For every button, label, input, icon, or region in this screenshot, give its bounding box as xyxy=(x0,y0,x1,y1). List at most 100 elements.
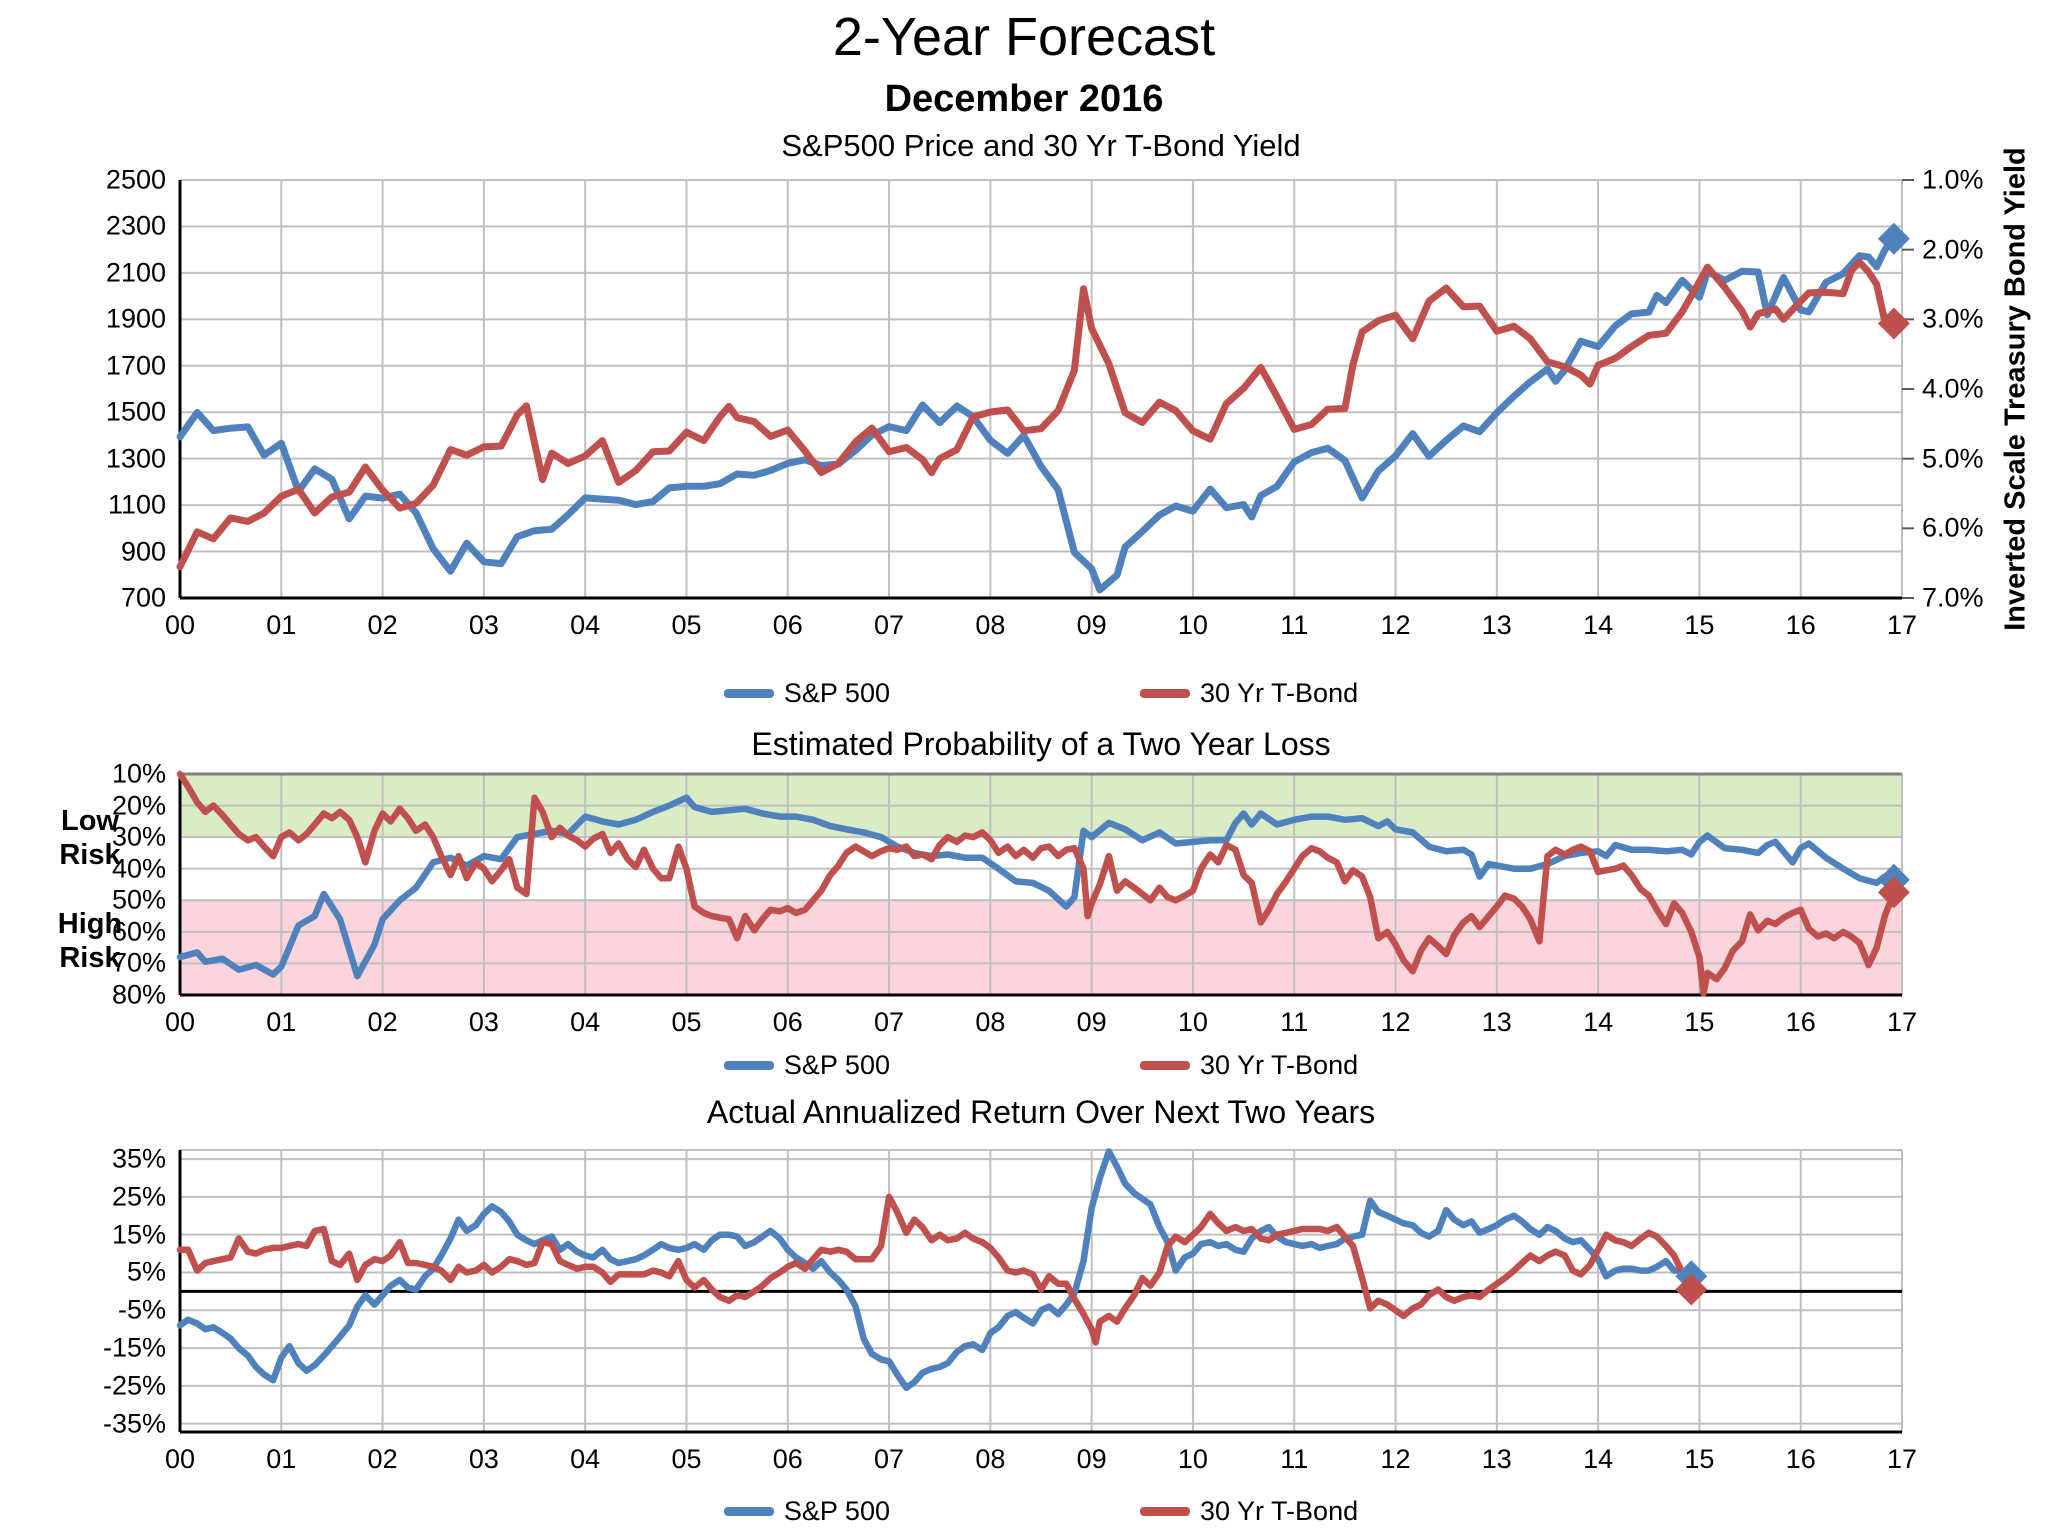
axis-tick-label: 16 xyxy=(1785,1007,1816,1037)
axis-tick-label: -15% xyxy=(102,1332,166,1363)
axis-tick-label: 1.0% xyxy=(1922,164,1984,195)
chart-title-price: S&P500 Price and 30 Yr T-Bond Yield xyxy=(781,128,1301,163)
axis-tick-label: 25% xyxy=(111,1181,166,1212)
legend-label: 30 Yr T-Bond xyxy=(1199,1496,1359,1526)
axis-tick-label: 50% xyxy=(111,884,166,915)
axis-tick-label: 12 xyxy=(1380,1007,1411,1037)
axis-tick-label: 2300 xyxy=(105,210,166,241)
axis-tick-label: 17 xyxy=(1886,610,1918,640)
axis-tick-label: 01 xyxy=(266,610,297,640)
axis-tick-label: 14 xyxy=(1583,610,1614,640)
axis-tick-label: 16 xyxy=(1785,1444,1816,1474)
page-title: 2-Year Forecast xyxy=(832,7,1216,67)
plot-area xyxy=(176,770,1910,997)
axis-tick-label: 05 xyxy=(671,1444,702,1474)
legend-item-tbond: 30 Yr T-Bond xyxy=(1139,1496,1359,1527)
axis-tick-label: 35% xyxy=(111,1143,166,1174)
axis-tick-label: 2100 xyxy=(105,257,166,288)
axis-tick-label: 02 xyxy=(367,1007,398,1037)
axis-tick-label: 6.0% xyxy=(1922,512,1984,543)
axis-tick-label: 06 xyxy=(772,1007,803,1037)
axis-tick-label: 80% xyxy=(111,979,166,1010)
axis-tick-label: 10 xyxy=(1177,1007,1208,1037)
legend-item-sp500: S&P 500 xyxy=(723,1496,890,1527)
axis-tick-label: 11 xyxy=(1280,610,1309,640)
axis-tick-label: 16 xyxy=(1785,610,1816,640)
axis-tick-label: 02 xyxy=(367,1444,398,1474)
axis-tick-label: 10 xyxy=(1177,610,1208,640)
axis-tick-label: 30% xyxy=(111,821,166,852)
axis-tick-label: 14 xyxy=(1583,1444,1614,1474)
tbond-line-swatch xyxy=(1139,1061,1190,1070)
sp500-line-swatch xyxy=(723,1507,774,1516)
axis-tick-label: 06 xyxy=(772,610,803,640)
end-marker-diamond xyxy=(1877,307,1910,340)
axis-tick-label: 07 xyxy=(874,1007,905,1037)
axis-tick-label: 1300 xyxy=(105,443,166,474)
axis-tick-label: -5% xyxy=(117,1294,166,1325)
plot-area xyxy=(176,179,1914,600)
sp500-line-swatch xyxy=(723,689,774,698)
axis-tick-label: 60% xyxy=(111,916,166,947)
axis-tick-label: 00 xyxy=(164,610,196,640)
tbond-line-swatch xyxy=(1139,689,1190,698)
axis-tick-label: 02 xyxy=(367,610,398,640)
axis-tick-label: 05 xyxy=(671,1007,702,1037)
axis-tick-label: 00 xyxy=(164,1007,196,1037)
series-line-tbond xyxy=(176,770,1898,997)
legend-label: 30 Yr T-Bond xyxy=(1199,678,1359,708)
axis-tick-label: 12 xyxy=(1380,1444,1411,1474)
axis-tick-label: 70% xyxy=(111,947,166,978)
end-marker-diamond xyxy=(1675,1273,1708,1306)
legend-label: S&P 500 xyxy=(783,678,890,708)
axis-tick-label: 15 xyxy=(1684,1007,1715,1037)
axis-tick-label: 05 xyxy=(671,610,702,640)
axis-tick-label: 700 xyxy=(120,582,166,613)
legend-item-sp500: S&P 500 xyxy=(723,1050,890,1081)
page-subtitle: December 2016 xyxy=(884,78,1164,120)
axis-tick-label: 04 xyxy=(570,1444,601,1474)
chart-title-return: Actual Annualized Return Over Next Two Y… xyxy=(706,1094,1376,1130)
axis-tick-label: 7.0% xyxy=(1922,582,1984,613)
legend-item-tbond: 30 Yr T-Bond xyxy=(1139,678,1359,709)
axis-tick-label: 12 xyxy=(1380,610,1411,640)
axis-tick-label: 13 xyxy=(1481,610,1512,640)
chart-title-probability: Estimated Probability of a Two Year Loss xyxy=(751,726,1331,762)
tbond-line-swatch xyxy=(1139,1507,1190,1516)
axis-tick-label: 2.0% xyxy=(1922,234,1984,265)
axis-tick-label: -25% xyxy=(102,1370,166,1401)
axis-tick-label: 09 xyxy=(1076,610,1107,640)
axis-tick-label: 1900 xyxy=(105,303,166,334)
legend-item-sp500: S&P 500 xyxy=(723,678,890,709)
axis-tick-label: 15 xyxy=(1684,1444,1715,1474)
right-axis-title: Inverted Scale Treasury Bond Yield xyxy=(1999,147,2032,631)
axis-tick-label: 03 xyxy=(468,610,499,640)
axis-tick-label: 00 xyxy=(164,1444,196,1474)
risk-band xyxy=(180,900,1902,995)
axis-tick-label: 900 xyxy=(120,536,166,567)
axis-tick-label: 03 xyxy=(468,1007,499,1037)
plot-area xyxy=(176,1148,1903,1434)
legend-label: S&P 500 xyxy=(783,1050,890,1080)
axis-tick-label: 2500 xyxy=(105,164,166,195)
legend-item-tbond: 30 Yr T-Bond xyxy=(1139,1050,1359,1081)
axis-tick-label: 09 xyxy=(1076,1007,1107,1037)
end-marker-diamond xyxy=(1877,222,1910,255)
axis-tick-label: 17 xyxy=(1886,1444,1918,1474)
legend-label: 30 Yr T-Bond xyxy=(1199,1050,1359,1080)
axis-tick-label: 08 xyxy=(975,1007,1006,1037)
axis-tick-label: 04 xyxy=(570,610,601,640)
axis-tick-label: 07 xyxy=(874,1444,905,1474)
legend-label: S&P 500 xyxy=(783,1496,890,1526)
axis-tick-label: 3.0% xyxy=(1922,303,1984,334)
axis-tick-label: 1100 xyxy=(107,489,166,520)
axis-tick-label: 10% xyxy=(111,758,166,789)
axis-tick-label: 13 xyxy=(1481,1444,1512,1474)
series-line-sp500 xyxy=(176,1148,1695,1392)
axis-tick-label: 15% xyxy=(111,1219,166,1250)
end-marker-diamond xyxy=(1877,876,1910,909)
axis-tick-label: 04 xyxy=(570,1007,601,1037)
series-line-tbond xyxy=(176,1193,1695,1346)
legend-probability-chart: S&P 500 30 Yr T-Bond xyxy=(180,1050,1902,1081)
